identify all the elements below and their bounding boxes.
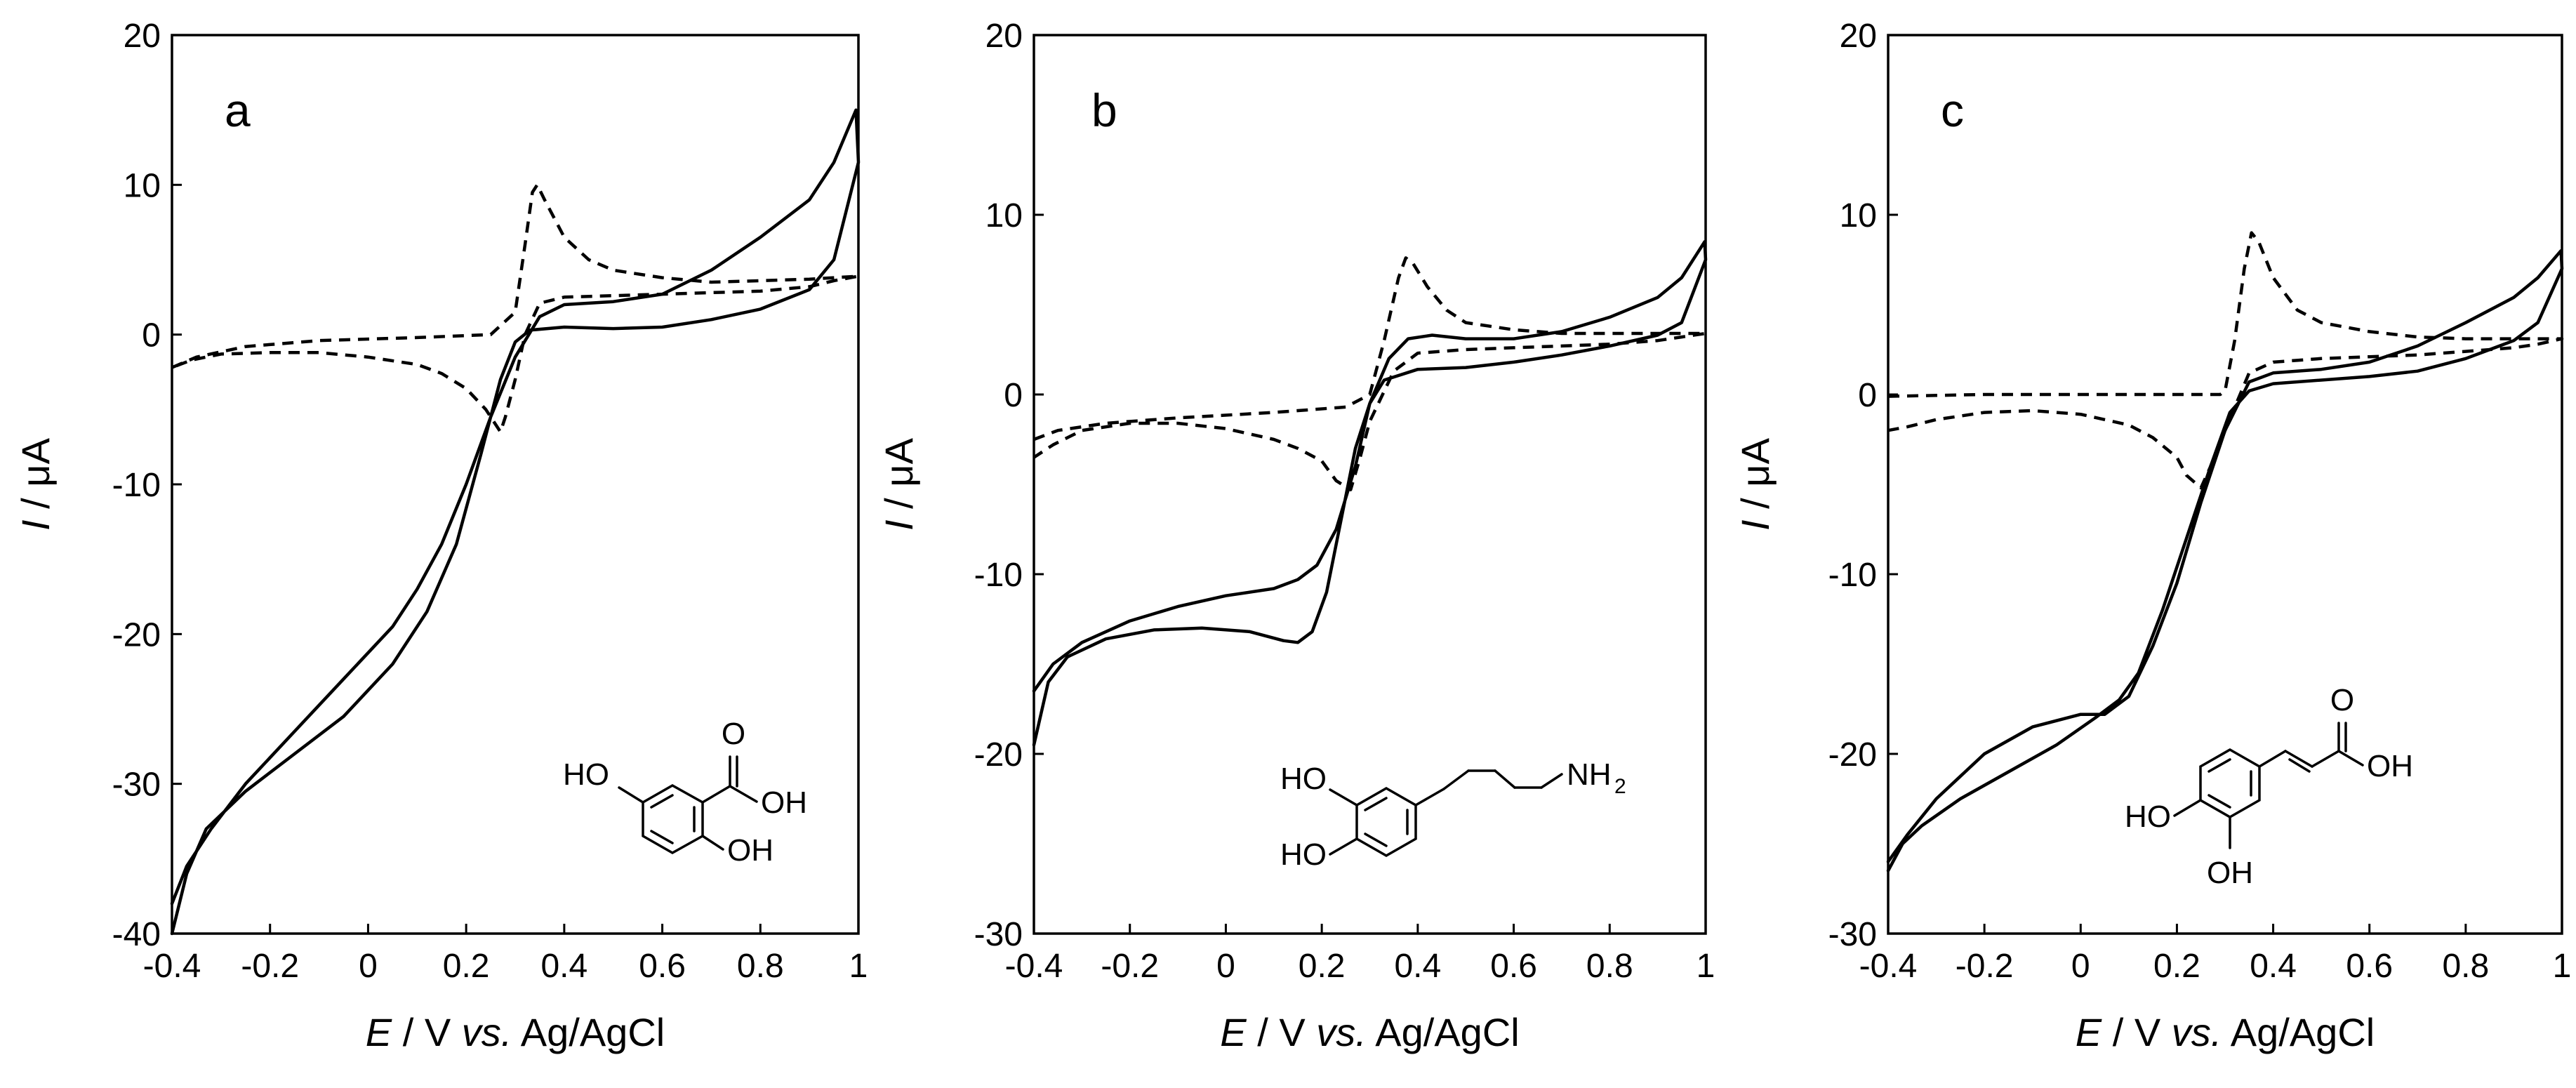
y-tick-label-b-5: 20 bbox=[985, 18, 1023, 55]
x-axis-label-ref: Ag/AgCl bbox=[2222, 1010, 2375, 1054]
x-tick-label-c-0: -0.4 bbox=[1859, 948, 1918, 985]
x-tick-label-a-3: 0.2 bbox=[443, 948, 490, 985]
x-tick-label-b-5: 0.6 bbox=[1490, 948, 1537, 985]
x-axis-label-var: E bbox=[2076, 1010, 2102, 1054]
y-axis-label-var: I bbox=[13, 519, 58, 531]
molecule-b-label-ho-top: HO bbox=[1280, 762, 1327, 796]
molecule-b-label-sub2: 2 bbox=[1614, 775, 1626, 798]
y-axis-label-c: I / μA bbox=[1733, 437, 1777, 531]
molecule-c-label-o: O bbox=[2330, 683, 2354, 717]
plot-frame-a bbox=[171, 34, 860, 935]
y-axis-label-unit: / μA bbox=[1733, 437, 1777, 519]
x-tick-label-a-1: -0.2 bbox=[241, 948, 299, 985]
x-axis-label-vs: vs. bbox=[1316, 1010, 1367, 1054]
x-axis-label-ref: Ag/AgCl bbox=[512, 1010, 665, 1054]
series-c-solid bbox=[1886, 248, 2564, 873]
y-tick-label-a-6: 20 bbox=[124, 18, 161, 55]
molecule-a-label-oh-ring: OH bbox=[727, 833, 774, 868]
y-axis-label-var: I bbox=[877, 519, 921, 531]
y-axis-label-var: I bbox=[1733, 519, 1777, 531]
panel-c: -0.4 -0.2 0 0.2 0.4 0.6 0.8 1 -30 -20 -10 0 10 20 E / … bbox=[1733, 18, 2571, 1054]
x-axis-label-vs: vs. bbox=[2172, 1010, 2222, 1054]
series-a-solid bbox=[170, 108, 861, 936]
x-tick-label-c-4: 0.4 bbox=[2250, 948, 2297, 985]
series-a-dashed bbox=[171, 183, 861, 434]
panel-a: -0.4 -0.2 0 0.2 0.4 0.6 0.8 1 -40 -30 -20 -10 0 10 20 E… bbox=[13, 18, 868, 1054]
molecule-b-label-nh: NH bbox=[1567, 757, 1612, 792]
x-tick-label-a-4: 0.4 bbox=[540, 948, 587, 985]
x-axis-label-var: E bbox=[366, 1010, 392, 1054]
molecule-b-label-ho-bottom: HO bbox=[1280, 837, 1327, 872]
y-axis-label-a: I / μA bbox=[13, 437, 58, 531]
y-tick-label-b-2: -10 bbox=[974, 557, 1023, 594]
x-tick-label-a-2: 0 bbox=[359, 948, 378, 985]
x-axis-label-c: E / V vs. Ag/AgCl bbox=[2076, 1010, 2375, 1054]
x-tick-label-c-5: 0.6 bbox=[2346, 948, 2393, 985]
x-axis-label-unit: / V bbox=[392, 1010, 462, 1054]
panels: -0.4 -0.2 0 0.2 0.4 0.6 0.8 1-40-30-20-1001020E… bbox=[13, 18, 2571, 1054]
y-tick-label-c-1: -20 bbox=[1828, 736, 1877, 774]
y-axis-label-b: I / μA bbox=[877, 437, 921, 531]
y-tick-label-b-4: 10 bbox=[985, 197, 1023, 234]
molecule-a-label-ho: HO bbox=[563, 757, 609, 792]
molecule-b: HO HO NH 2 bbox=[1280, 757, 1626, 872]
plot-frame-c bbox=[1887, 34, 2563, 935]
x-tick-label-b-0: -0.4 bbox=[1005, 948, 1063, 985]
panel-letter-b: b bbox=[1091, 84, 1117, 136]
x-tick-label-a-0: -0.4 bbox=[143, 948, 201, 985]
y-tick-label-b-0: -30 bbox=[974, 916, 1023, 953]
x-tick-label-c-3: 0.2 bbox=[2153, 948, 2200, 985]
y-tick-label-a-0: -40 bbox=[112, 916, 161, 953]
x-tick-label-c-6: 0.8 bbox=[2442, 948, 2489, 985]
x-tick-label-a-6: 0.8 bbox=[737, 948, 784, 985]
y-tick-label-c-4: 10 bbox=[1840, 197, 1877, 234]
x-tick-label-b-2: 0 bbox=[1216, 948, 1235, 985]
x-axis-label-var: E bbox=[1220, 1010, 1247, 1054]
series-b-dashed bbox=[1033, 256, 1708, 491]
y-tick-label-a-2: -20 bbox=[112, 616, 161, 654]
molecule-a-label-oh-acid: OH bbox=[761, 785, 807, 820]
x-tick-label-a-5: 0.6 bbox=[639, 948, 686, 985]
x-tick-label-b-4: 0.4 bbox=[1394, 948, 1441, 985]
y-axis-label-unit: / μA bbox=[877, 437, 921, 519]
x-axis-label-b: E / V vs. Ag/AgCl bbox=[1220, 1010, 1519, 1054]
y-tick-label-a-4: 0 bbox=[142, 317, 161, 354]
molecule-c-label-oh-ring: OH bbox=[2207, 856, 2253, 890]
x-axis-label-vs: vs. bbox=[462, 1010, 512, 1054]
molecule-c: O OH HO OH bbox=[2125, 683, 2413, 890]
x-tick-label-a-7: 1 bbox=[849, 948, 868, 985]
series-c-dashed bbox=[1887, 231, 2564, 490]
molecule-a: HO O OH OH bbox=[563, 717, 807, 868]
molecule-c-label-oh-acid: OH bbox=[2367, 749, 2413, 783]
x-tick-label-c-7: 1 bbox=[2553, 948, 2572, 985]
x-axis-label-a: E / V vs. Ag/AgCl bbox=[366, 1010, 665, 1054]
y-tick-label-a-1: -30 bbox=[112, 767, 161, 804]
x-tick-label-c-2: 0 bbox=[2071, 948, 2090, 985]
panel-letter-c: c bbox=[1941, 84, 1964, 136]
x-tick-label-b-7: 1 bbox=[1697, 948, 1715, 985]
y-tick-label-a-5: 10 bbox=[124, 167, 161, 204]
y-tick-label-a-3: -10 bbox=[112, 467, 161, 504]
y-tick-label-c-0: -30 bbox=[1828, 916, 1877, 953]
y-tick-label-b-1: -20 bbox=[974, 736, 1023, 774]
x-tick-label-c-1: -0.2 bbox=[1956, 948, 2014, 985]
x-tick-label-b-1: -0.2 bbox=[1101, 948, 1159, 985]
y-axis-label-unit: / μA bbox=[13, 437, 58, 519]
y-tick-label-c-5: 20 bbox=[1840, 18, 1877, 55]
panel-b: -0.4 -0.2 0 0.2 0.4 0.6 0.8 1 -30 -20 -10 0 10 20 E / … bbox=[877, 18, 1715, 1054]
x-axis-label-ref: Ag/AgCl bbox=[1367, 1010, 1520, 1054]
molecule-c-label-ho: HO bbox=[2125, 800, 2171, 834]
x-axis-label-unit: / V bbox=[1247, 1010, 1317, 1054]
plot-frame-b bbox=[1033, 34, 1707, 935]
panel-letter-a: a bbox=[225, 84, 251, 136]
y-tick-label-b-3: 0 bbox=[1004, 377, 1023, 414]
x-tick-label-b-3: 0.2 bbox=[1299, 948, 1346, 985]
x-axis-label-unit: / V bbox=[2102, 1010, 2172, 1054]
y-tick-label-c-3: 0 bbox=[1858, 377, 1877, 414]
molecule-a-label-o: O bbox=[722, 717, 745, 751]
y-tick-label-c-2: -10 bbox=[1828, 557, 1877, 594]
series-b-solid bbox=[1032, 240, 1708, 747]
x-tick-label-b-6: 0.8 bbox=[1586, 948, 1633, 985]
